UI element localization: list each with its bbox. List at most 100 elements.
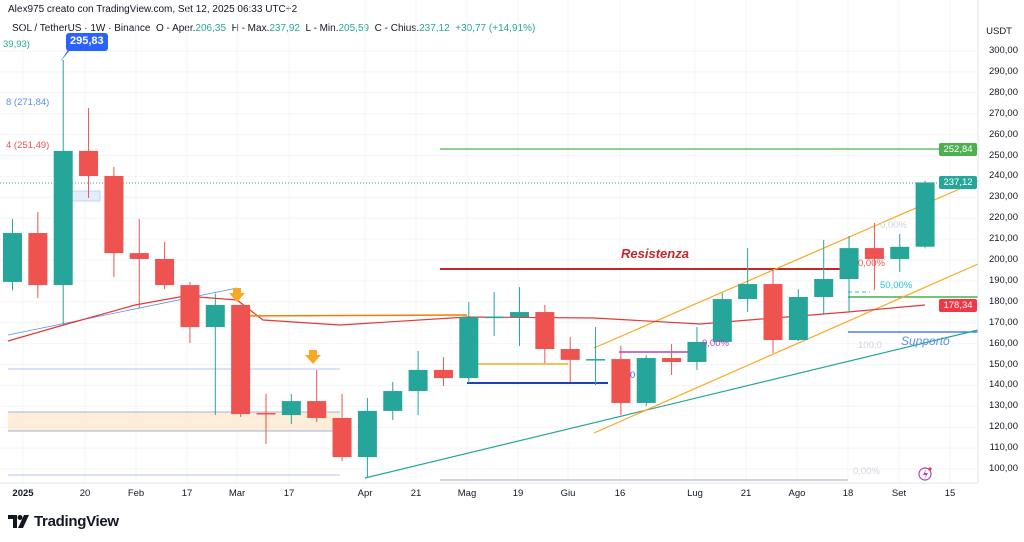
channel-upper-line[interactable] (593, 180, 979, 349)
candle-body (890, 246, 910, 259)
candle[interactable] (281, 393, 301, 425)
candle-body (155, 258, 175, 286)
candle[interactable] (53, 59, 73, 325)
candle-body (180, 285, 200, 328)
price-badge: 252,84 (939, 143, 977, 157)
candle[interactable] (307, 369, 327, 422)
candle-body (687, 341, 707, 362)
candle[interactable] (104, 166, 124, 277)
high-callout-label: 295,83 (70, 35, 104, 47)
candle-body (535, 312, 555, 350)
candle-body (738, 284, 758, 300)
candle[interactable] (535, 304, 555, 364)
callout-pointer (60, 50, 70, 62)
down-arrow-icon[interactable] (229, 288, 245, 302)
time-tick: Feb (127, 488, 145, 499)
candle-body (662, 358, 682, 362)
candle[interactable] (433, 356, 453, 387)
candle[interactable] (205, 293, 225, 416)
lightning-icon[interactable] (918, 467, 932, 481)
candle-body (408, 369, 428, 392)
candle-body (459, 317, 479, 379)
fib-pct-label: 0,00% (880, 220, 907, 231)
candle-body (332, 418, 352, 458)
candle-body (28, 233, 48, 286)
candle-body (3, 233, 22, 282)
fib-level-label: 8 (271,84) (6, 97, 50, 108)
candle[interactable] (560, 337, 580, 383)
candle[interactable] (687, 327, 707, 370)
candle[interactable] (155, 242, 175, 290)
price-tick: 180,00 (988, 295, 1018, 307)
candle-body (79, 150, 99, 176)
candle[interactable] (712, 293, 732, 342)
time-tick: 15 (944, 488, 956, 499)
orange-level-line[interactable] (236, 314, 468, 317)
candle[interactable] (79, 108, 99, 198)
candle[interactable] (839, 235, 859, 313)
rising-trendline[interactable] (364, 329, 979, 479)
candle[interactable] (915, 180, 935, 249)
candle[interactable] (510, 287, 529, 346)
time-tick: 16 (614, 488, 626, 499)
price-tick: 110,00 (989, 442, 1018, 454)
candle[interactable] (231, 304, 251, 417)
time-tick: 20 (79, 488, 91, 499)
resistance-label[interactable]: Resistenza (621, 246, 689, 261)
fib-pct-label: 0,00% (853, 466, 880, 477)
brand-name: TradingView (34, 513, 119, 530)
time-tick: Apr (357, 488, 373, 499)
channel-lower-line[interactable] (593, 263, 979, 434)
symbol-name[interactable]: SOL / TetherUS · 1W · Binance (12, 23, 151, 34)
currency-label: USDT (986, 26, 1012, 37)
lightning-bolt (923, 469, 928, 480)
blue-trendline[interactable] (7, 287, 238, 336)
fib-pct-label: 50,00% (880, 280, 913, 291)
support-label[interactable]: Supporto (901, 334, 950, 348)
high-callout-bg[interactable] (66, 33, 108, 51)
candle[interactable] (383, 382, 403, 421)
price-tick: 150,00 (988, 358, 1018, 370)
time-tick: Mar (228, 488, 246, 499)
candle[interactable] (611, 345, 631, 416)
candle[interactable] (256, 393, 276, 444)
candle[interactable] (890, 233, 910, 273)
fib-pct-label: 0 (630, 370, 636, 381)
candle[interactable] (28, 211, 48, 299)
candle[interactable] (3, 219, 22, 291)
tradingview-logo[interactable]: TradingView (8, 513, 119, 530)
demand-zone[interactable] (8, 412, 340, 431)
candle[interactable] (763, 270, 783, 354)
candle[interactable] (180, 281, 200, 343)
time-tick: 17 (181, 488, 193, 499)
price-tick: 290,00 (988, 65, 1018, 77)
close-value: 237,12 (419, 23, 450, 34)
candle[interactable] (636, 355, 656, 407)
candle-body (915, 182, 935, 247)
candles (3, 59, 935, 478)
candle[interactable] (357, 397, 377, 478)
candle-body (307, 401, 327, 419)
candle[interactable] (459, 302, 479, 384)
price-tick: 220,00 (988, 212, 1018, 224)
price-tick: 210,00 (988, 233, 1018, 245)
candle[interactable] (788, 289, 808, 342)
candle[interactable] (408, 350, 428, 416)
candle[interactable] (738, 248, 758, 313)
high-label: H - Max. (231, 23, 270, 34)
down-arrow-icon[interactable] (305, 350, 321, 364)
candle-body (864, 248, 884, 259)
candle[interactable] (484, 291, 504, 337)
candle[interactable] (662, 344, 682, 375)
candle[interactable] (864, 223, 884, 291)
candle[interactable] (586, 327, 606, 385)
candle[interactable] (129, 219, 149, 309)
candle[interactable] (814, 239, 834, 315)
grid (0, 0, 978, 483)
candle[interactable] (332, 393, 352, 462)
time-tick: 21 (410, 488, 422, 499)
fib-box[interactable] (67, 190, 101, 202)
fib-pct-label: 0,00% (858, 258, 885, 269)
candle-body (281, 401, 301, 416)
